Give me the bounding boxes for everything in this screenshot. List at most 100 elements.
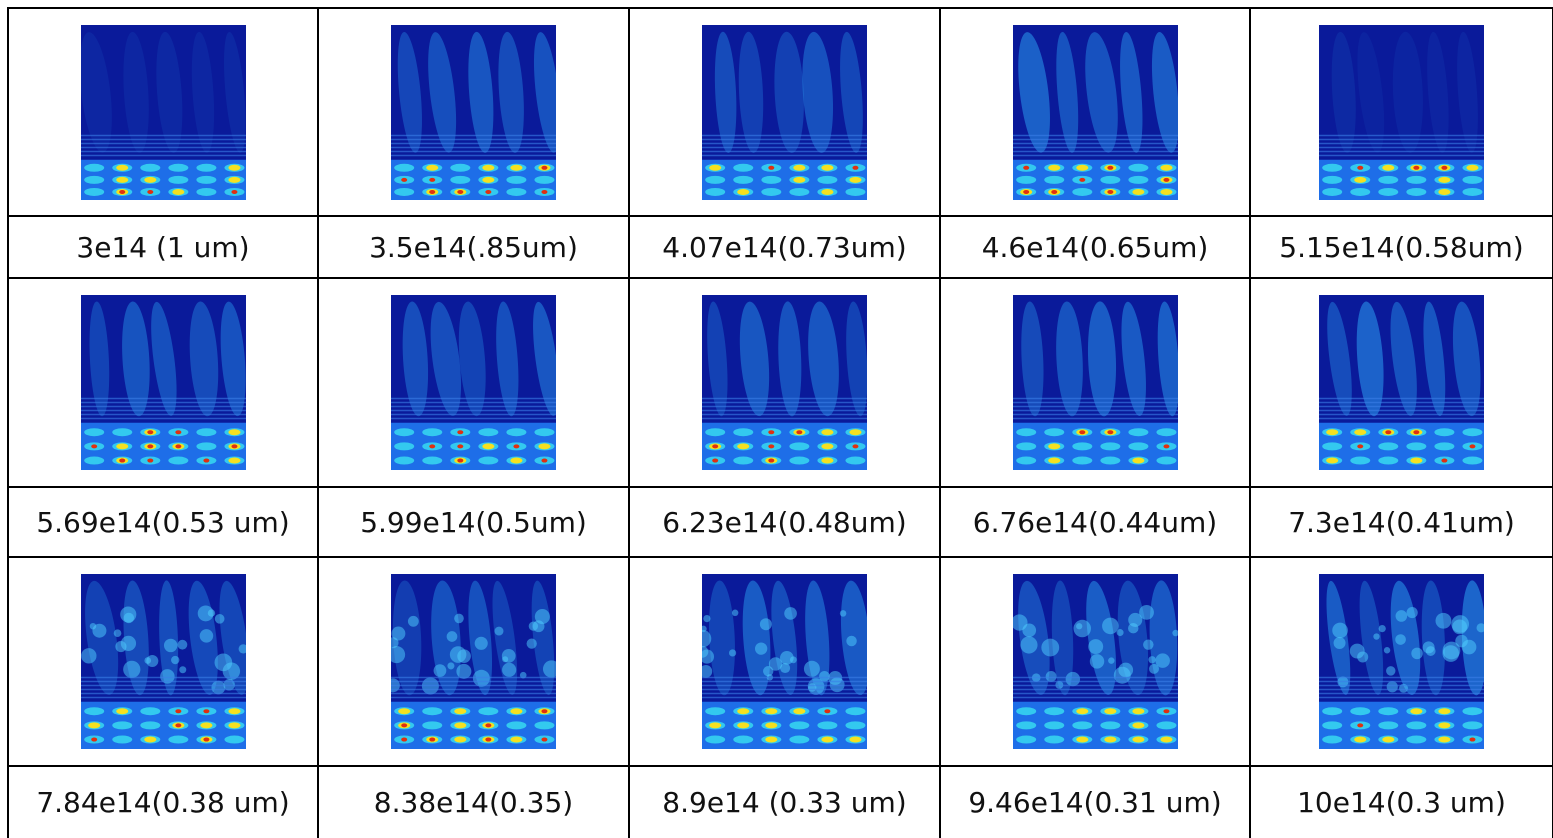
field-shape (765, 708, 777, 714)
field-shape (1156, 721, 1176, 729)
field-shape (1160, 737, 1172, 743)
field-shape (84, 187, 104, 195)
field-shape (81, 702, 246, 749)
field-shape (214, 614, 224, 624)
field-shape (768, 430, 774, 434)
field-shape (408, 616, 419, 627)
field-shape (1379, 625, 1386, 632)
field-shape (534, 428, 554, 436)
field-shape (541, 709, 547, 713)
field-shape (1462, 721, 1482, 729)
field-shape (147, 430, 153, 434)
field-shape (1089, 654, 1103, 668)
field-shape (81, 398, 246, 400)
field-shape (398, 708, 410, 714)
field-shape (231, 444, 237, 448)
field-shape (1013, 681, 1178, 683)
field-shape (845, 707, 865, 715)
field-shape (391, 702, 556, 749)
field-shape (1013, 402, 1178, 404)
field-shape (1016, 442, 1036, 450)
field-shape (1350, 187, 1370, 195)
field-shape (391, 689, 556, 691)
field-shape (769, 657, 782, 670)
field-shape (702, 142, 867, 144)
field-shape (817, 721, 837, 729)
field-shape (804, 661, 820, 677)
field-shape (429, 189, 435, 193)
field-shape (1354, 429, 1366, 435)
field-shape (1139, 605, 1154, 620)
field-image (702, 574, 867, 749)
field-shape (196, 163, 216, 171)
field-shape (1013, 142, 1178, 144)
field-shape (1020, 636, 1037, 653)
field-shape (1406, 175, 1426, 183)
field-shape (702, 689, 867, 691)
field-image (1013, 25, 1178, 200)
field-shape (175, 430, 181, 434)
field-shape (147, 444, 153, 448)
field-shape (228, 458, 240, 464)
cell-label: 7.84e14(0.38 um) (8, 766, 318, 838)
field-image (1319, 574, 1484, 749)
cell-label: 10e14(0.3 um) (1250, 766, 1553, 838)
field-shape (1072, 187, 1092, 195)
field-shape (1319, 423, 1484, 470)
field-shape (705, 187, 725, 195)
field-shape (1322, 707, 1342, 715)
field-shape (510, 164, 522, 170)
field-shape (473, 670, 490, 687)
field-shape (821, 164, 833, 170)
field-shape (203, 709, 209, 713)
field-shape (702, 159, 867, 199)
field-shape (163, 639, 176, 652)
field-shape (391, 418, 556, 420)
field-shape (196, 428, 216, 436)
field-shape (81, 154, 246, 156)
field-shape (475, 637, 488, 650)
field-shape (81, 138, 246, 140)
field-shape (1354, 737, 1366, 743)
field-shape (81, 410, 246, 412)
field-shape (1065, 672, 1079, 686)
field-shape (112, 428, 132, 436)
field-shape (200, 722, 212, 728)
field-shape (116, 708, 128, 714)
field-shape (454, 614, 464, 624)
field-shape (391, 423, 556, 470)
field-shape (768, 165, 774, 169)
field-image (391, 25, 556, 200)
field-shape (1462, 640, 1477, 655)
field-shape (1438, 722, 1450, 728)
field-shape (793, 708, 805, 714)
field-shape (81, 677, 246, 679)
field-shape (434, 664, 447, 677)
field-shape (454, 722, 466, 728)
field-shape (84, 163, 104, 171)
field-shape (737, 722, 749, 728)
field-image (391, 574, 556, 749)
cell-label: 5.69e14(0.53 um) (8, 487, 318, 557)
field-shape (81, 681, 246, 683)
field-shape (81, 146, 246, 148)
field-shape (112, 736, 132, 744)
field-shape (702, 681, 867, 683)
field-shape (789, 457, 809, 465)
field-shape (1319, 134, 1484, 136)
grid-line (317, 8, 319, 838)
field-shape (705, 707, 725, 715)
field-shape (1016, 736, 1036, 744)
field-shape (203, 738, 209, 742)
field-shape (391, 138, 556, 140)
field-shape (1469, 738, 1475, 742)
field-shape (702, 418, 867, 420)
field-shape (1016, 721, 1036, 729)
field-shape (81, 693, 246, 695)
field-shape (482, 443, 494, 449)
field-shape (1413, 165, 1419, 169)
field-shape (1100, 721, 1120, 729)
field-shape (228, 176, 240, 182)
field-shape (144, 176, 156, 182)
field-shape (81, 406, 246, 408)
